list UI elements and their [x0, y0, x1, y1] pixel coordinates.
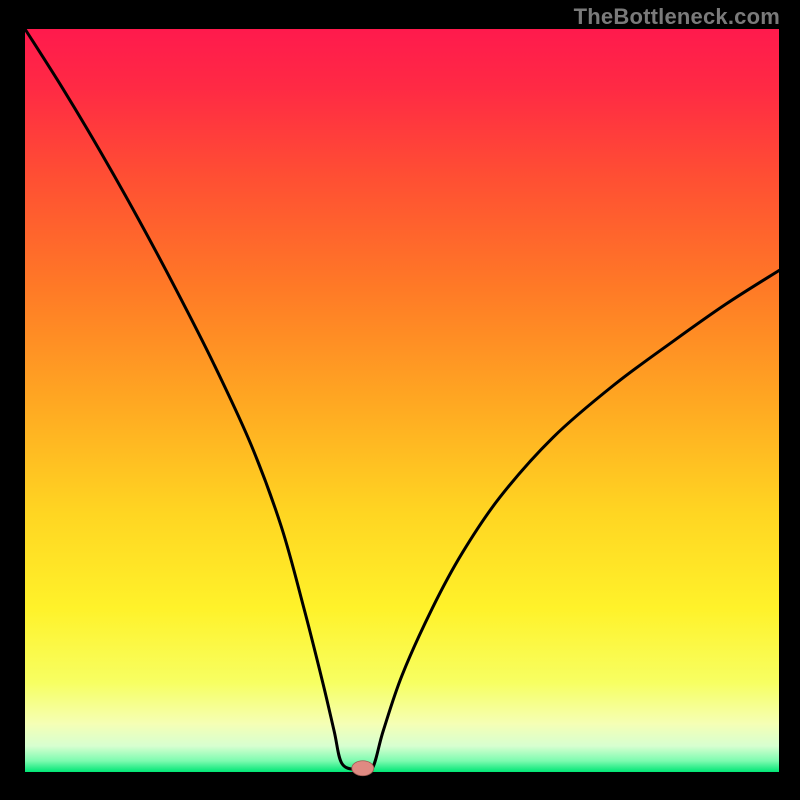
plot-background — [25, 29, 779, 772]
marker-dot — [352, 761, 374, 776]
bottleneck-chart — [0, 0, 800, 800]
figure-root: { "watermark": { "text": "TheBottleneck.… — [0, 0, 800, 800]
watermark-label: TheBottleneck.com — [574, 4, 780, 30]
